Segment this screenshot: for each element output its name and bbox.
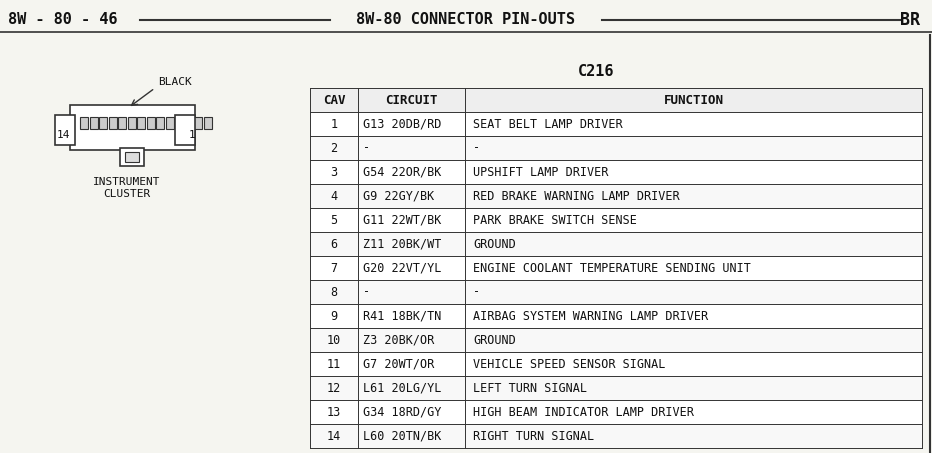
Text: LEFT TURN SIGNAL: LEFT TURN SIGNAL — [473, 381, 587, 395]
Text: 8: 8 — [331, 285, 337, 299]
Text: CAV: CAV — [322, 93, 345, 106]
Bar — [310, 136, 922, 160]
Text: C216: C216 — [578, 64, 614, 79]
Bar — [310, 424, 922, 448]
Bar — [120, 148, 144, 166]
Text: G13 20DB/RD: G13 20DB/RD — [363, 117, 442, 130]
Bar — [310, 184, 922, 208]
Text: 14: 14 — [56, 130, 70, 140]
Text: G34 18RD/GY: G34 18RD/GY — [363, 405, 442, 419]
Text: BR: BR — [900, 11, 920, 29]
Bar — [203, 117, 212, 129]
Text: RIGHT TURN SIGNAL: RIGHT TURN SIGNAL — [473, 429, 594, 443]
Bar — [310, 208, 922, 232]
Bar — [185, 117, 193, 129]
Bar — [310, 88, 922, 448]
Text: 10: 10 — [327, 333, 341, 347]
Text: G11 22WT/BK: G11 22WT/BK — [363, 213, 442, 226]
Bar — [310, 400, 922, 424]
Text: G20 22VT/YL: G20 22VT/YL — [363, 261, 442, 275]
Text: INSTRUMENT: INSTRUMENT — [93, 177, 160, 187]
Text: 4: 4 — [331, 189, 337, 202]
Bar — [310, 232, 922, 256]
Text: 13: 13 — [327, 405, 341, 419]
Text: 2: 2 — [331, 141, 337, 154]
Bar — [166, 117, 173, 129]
Text: RED BRAKE WARNING LAMP DRIVER: RED BRAKE WARNING LAMP DRIVER — [473, 189, 679, 202]
Bar — [125, 152, 139, 162]
Text: 6: 6 — [331, 237, 337, 251]
Bar — [194, 117, 202, 129]
Text: 14: 14 — [327, 429, 341, 443]
Bar — [310, 112, 922, 136]
Bar — [310, 160, 922, 184]
Text: 8W-80 CONNECTOR PIN-OUTS: 8W-80 CONNECTOR PIN-OUTS — [357, 13, 575, 28]
Text: Z11 20BK/WT: Z11 20BK/WT — [363, 237, 442, 251]
Text: -: - — [473, 141, 480, 154]
Bar — [310, 280, 922, 304]
Text: 9: 9 — [331, 309, 337, 323]
Text: -: - — [363, 285, 370, 299]
Bar — [146, 117, 155, 129]
Text: 11: 11 — [327, 357, 341, 371]
Text: BLACK: BLACK — [158, 77, 192, 87]
Text: GROUND: GROUND — [473, 237, 515, 251]
Bar — [137, 117, 145, 129]
Bar — [80, 117, 88, 129]
Bar — [310, 352, 922, 376]
Bar — [128, 117, 135, 129]
Bar — [156, 117, 164, 129]
Text: 3: 3 — [331, 165, 337, 178]
Text: G54 22OR/BK: G54 22OR/BK — [363, 165, 442, 178]
Text: VEHICLE SPEED SENSOR SIGNAL: VEHICLE SPEED SENSOR SIGNAL — [473, 357, 665, 371]
Bar — [310, 88, 922, 112]
Bar — [99, 117, 107, 129]
Text: G9 22GY/BK: G9 22GY/BK — [363, 189, 434, 202]
Text: Z3 20BK/OR: Z3 20BK/OR — [363, 333, 434, 347]
Text: GROUND: GROUND — [473, 333, 515, 347]
Text: L61 20LG/YL: L61 20LG/YL — [363, 381, 442, 395]
Bar — [108, 117, 116, 129]
Text: SEAT BELT LAMP DRIVER: SEAT BELT LAMP DRIVER — [473, 117, 623, 130]
Text: ENGINE COOLANT TEMPERATURE SENDING UNIT: ENGINE COOLANT TEMPERATURE SENDING UNIT — [473, 261, 751, 275]
Bar — [175, 117, 183, 129]
Text: 12: 12 — [327, 381, 341, 395]
Bar — [89, 117, 98, 129]
Text: -: - — [473, 285, 480, 299]
Text: CLUSTER: CLUSTER — [103, 189, 151, 199]
Bar — [118, 117, 126, 129]
Bar — [310, 304, 922, 328]
Text: 7: 7 — [331, 261, 337, 275]
Text: UPSHIFT LAMP DRIVER: UPSHIFT LAMP DRIVER — [473, 165, 609, 178]
Bar — [70, 105, 195, 150]
Text: CIRCUIT: CIRCUIT — [385, 93, 438, 106]
Text: PARK BRAKE SWITCH SENSE: PARK BRAKE SWITCH SENSE — [473, 213, 637, 226]
Text: HIGH BEAM INDICATOR LAMP DRIVER: HIGH BEAM INDICATOR LAMP DRIVER — [473, 405, 694, 419]
Bar — [55, 115, 75, 145]
Bar — [310, 256, 922, 280]
Bar — [175, 115, 195, 145]
Text: FUNCTION: FUNCTION — [664, 93, 723, 106]
Bar — [310, 328, 922, 352]
Text: -: - — [363, 141, 370, 154]
Text: AIRBAG SYSTEM WARNING LAMP DRIVER: AIRBAG SYSTEM WARNING LAMP DRIVER — [473, 309, 708, 323]
Text: 5: 5 — [331, 213, 337, 226]
Bar — [310, 376, 922, 400]
Text: 1: 1 — [188, 130, 196, 140]
Text: 8W - 80 - 46: 8W - 80 - 46 — [8, 13, 117, 28]
Text: G7 20WT/OR: G7 20WT/OR — [363, 357, 434, 371]
Text: L60 20TN/BK: L60 20TN/BK — [363, 429, 442, 443]
Text: R41 18BK/TN: R41 18BK/TN — [363, 309, 442, 323]
Text: 1: 1 — [331, 117, 337, 130]
